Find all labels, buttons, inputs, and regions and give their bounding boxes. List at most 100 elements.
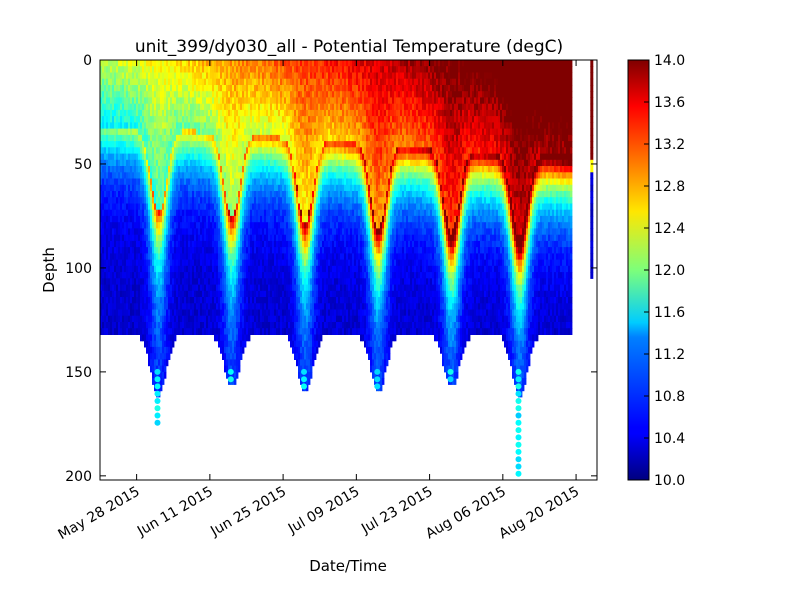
heat-cell: [188, 322, 191, 329]
heat-cell: [250, 272, 253, 279]
heat-cell: [304, 353, 307, 360]
heat-cell: [262, 128, 265, 136]
heat-cell: [270, 259, 273, 267]
heat-cell: [308, 178, 311, 186]
heat-cell: [264, 78, 267, 86]
heat-cell: [234, 272, 237, 279]
heat-cell: [206, 247, 209, 254]
heat-cell: [248, 153, 251, 161]
heat-cell: [240, 184, 243, 192]
heat-cell: [122, 178, 125, 186]
heat-cell: [130, 222, 133, 229]
heat-cell: [220, 290, 223, 298]
heat-cell: [296, 66, 299, 73]
heat-cell: [142, 290, 145, 298]
heat-cell: [104, 303, 107, 311]
heat-cell: [268, 78, 271, 86]
heat-cell: [232, 272, 235, 279]
heat-cell: [230, 191, 233, 198]
heat-cell: [200, 85, 203, 92]
heat-cell: [188, 253, 191, 261]
heat-cell: [164, 184, 167, 192]
heat-cell: [262, 116, 265, 123]
heat-cell: [248, 141, 251, 148]
heat-cell: [116, 209, 119, 217]
heat-cell: [116, 197, 119, 204]
heat-cell: [230, 97, 233, 105]
heat-cell: [276, 159, 279, 167]
heat-cell: [214, 265, 217, 273]
heat-cell: [164, 315, 167, 323]
heat-cell: [132, 228, 135, 236]
heat-cell: [102, 153, 105, 161]
heat-cell: [240, 259, 243, 267]
heat-cell: [222, 222, 225, 229]
heat-cell: [244, 97, 247, 105]
heat-cell: [300, 265, 303, 273]
heat-cell: [150, 197, 153, 204]
heat-cell: [112, 303, 115, 311]
heat-cell: [158, 197, 161, 204]
heat-cell: [210, 141, 213, 148]
heat-cell: [284, 259, 287, 267]
heat-cell: [166, 259, 169, 267]
heat-cell: [174, 265, 177, 273]
heat-cell: [106, 290, 109, 298]
heat-cell: [276, 253, 279, 261]
heat-cell: [210, 116, 213, 123]
heat-cell: [290, 197, 293, 204]
heat-cell: [242, 91, 245, 98]
heat-cell: [136, 234, 139, 242]
heat-cell: [220, 147, 223, 155]
heat-cell: [240, 128, 243, 136]
heat-cell: [200, 240, 203, 248]
heat-cell: [190, 166, 193, 173]
heat-cell: [154, 284, 157, 292]
heat-cell: [166, 159, 169, 167]
heat-cell: [136, 297, 139, 304]
heat-cell: [250, 290, 253, 298]
heat-cell: [284, 247, 287, 254]
heat-cell: [122, 141, 125, 148]
heat-cell: [208, 315, 211, 323]
heat-cell: [212, 97, 215, 105]
heat-cell: [156, 265, 159, 273]
heat-cell: [152, 91, 155, 98]
heat-cell: [126, 272, 129, 279]
heat-cell: [248, 253, 251, 261]
heat-cell: [224, 78, 227, 86]
heat-cell: [268, 284, 271, 292]
heat-cell: [146, 153, 149, 161]
heat-cell: [164, 122, 167, 130]
heat-cell: [190, 66, 193, 73]
heat-cell: [280, 253, 283, 261]
heat-cell: [136, 290, 139, 298]
heat-cell: [286, 172, 289, 180]
heat-cell: [212, 116, 215, 123]
heat-cell: [168, 265, 171, 273]
heat-cell: [194, 60, 197, 67]
heat-cell: [256, 128, 259, 136]
heat-cell: [178, 66, 181, 73]
heat-cell: [220, 60, 223, 67]
heat-cell: [190, 91, 193, 98]
heat-cell: [192, 141, 195, 148]
heat-cell: [302, 209, 305, 217]
heat-cell: [118, 234, 121, 242]
heat-cell: [106, 272, 109, 279]
heat-cell: [280, 234, 283, 242]
heat-cell: [196, 72, 199, 80]
heat-cell: [160, 147, 163, 155]
heat-cell: [134, 159, 137, 167]
heat-cell: [186, 278, 189, 286]
heat-cell: [198, 122, 201, 130]
heat-cell: [234, 328, 237, 335]
heat-cell: [228, 328, 231, 335]
heat-cell: [214, 303, 217, 311]
heat-cell: [174, 134, 177, 142]
heat-cell: [120, 259, 123, 267]
heat-cell: [178, 153, 181, 161]
heat-cell: [172, 228, 175, 236]
heat-cell: [112, 103, 115, 111]
heat-cell: [302, 78, 305, 86]
